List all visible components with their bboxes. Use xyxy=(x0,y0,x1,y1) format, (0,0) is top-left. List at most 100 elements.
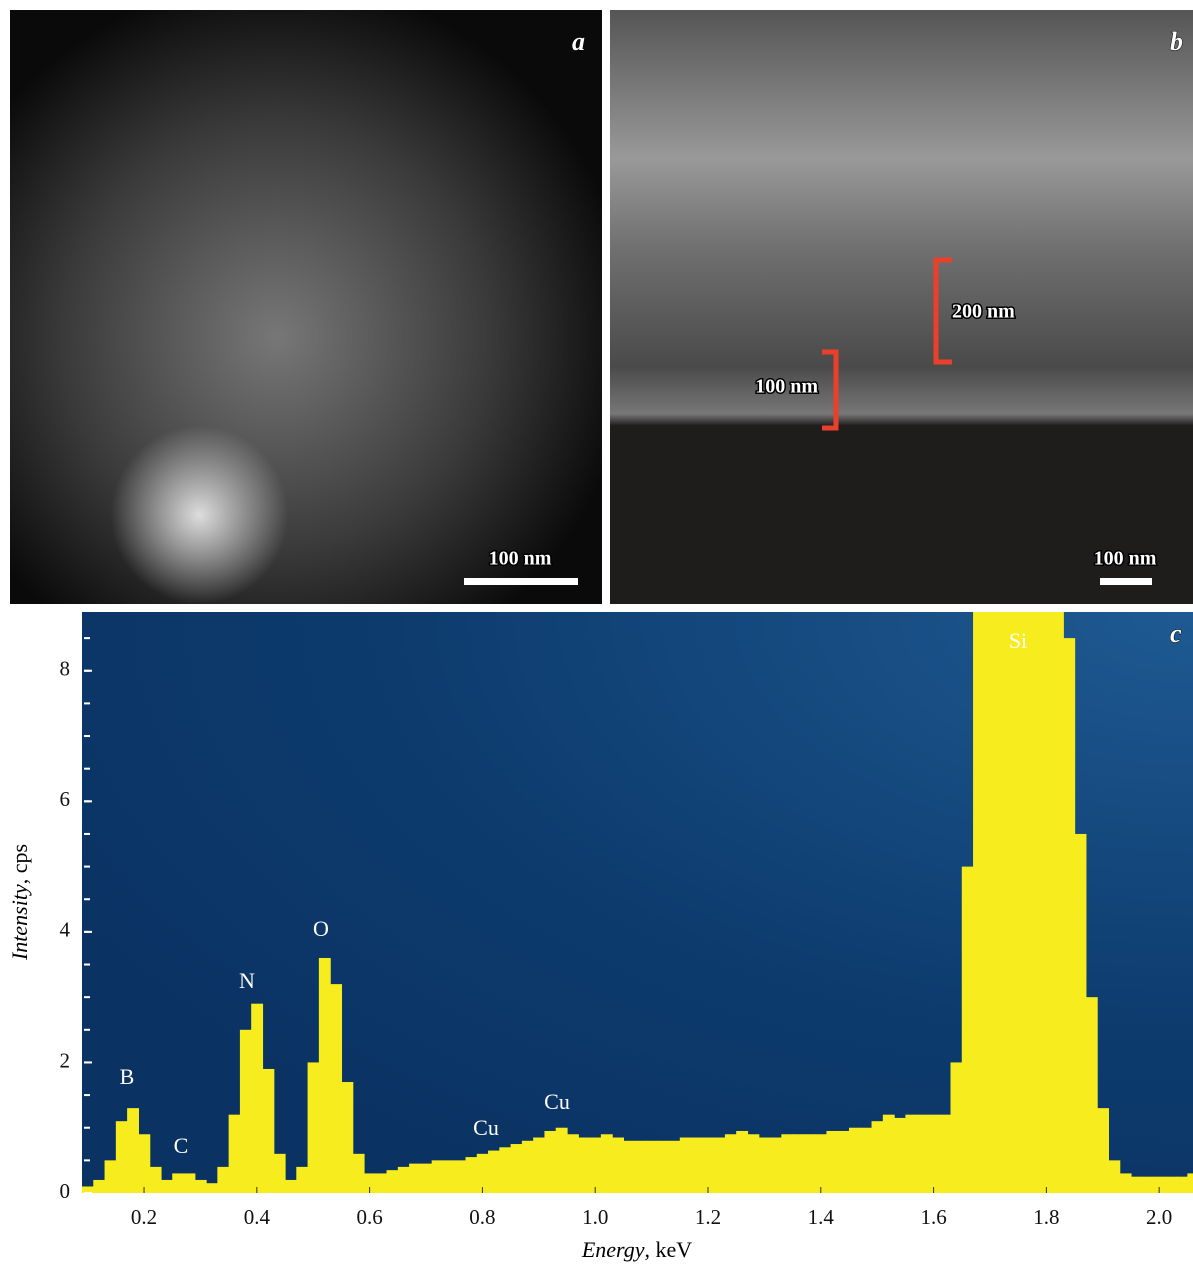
figure-svg: a 100 nm b 200 nm 100 nm 100 nm c Energy… xyxy=(0,0,1193,1265)
bin xyxy=(556,1128,568,1193)
x-tick-label: 1.0 xyxy=(582,1205,608,1229)
bin xyxy=(736,1131,748,1193)
scale-bar-label: 100 nm xyxy=(1094,548,1157,570)
y-tick-label: 4 xyxy=(60,918,71,942)
bin xyxy=(1097,1108,1109,1193)
y-axis-label: Intensity, cps xyxy=(7,844,32,961)
bin xyxy=(522,1141,534,1193)
bin xyxy=(680,1138,692,1193)
y-tick-label: 8 xyxy=(60,657,71,681)
bin xyxy=(1108,1160,1120,1193)
bin xyxy=(262,1069,274,1193)
bin xyxy=(150,1167,162,1193)
bin xyxy=(533,1138,545,1193)
bin xyxy=(217,1167,229,1193)
bin xyxy=(702,1138,714,1193)
bin xyxy=(635,1141,647,1193)
x-label-name: Energy xyxy=(581,1237,645,1262)
bin xyxy=(443,1160,455,1193)
x-tick-label: 1.6 xyxy=(920,1205,946,1229)
bin xyxy=(781,1134,793,1193)
bin xyxy=(251,1004,263,1193)
bin xyxy=(105,1160,117,1193)
bin xyxy=(815,1134,827,1193)
bin xyxy=(578,1138,590,1193)
x-tick-label: 2.0 xyxy=(1146,1205,1172,1229)
scale-bar-label: 100 nm xyxy=(489,548,552,570)
x-tick-label: 0.8 xyxy=(469,1205,495,1229)
bin xyxy=(883,1115,895,1193)
bin xyxy=(330,984,342,1193)
bin xyxy=(353,1154,365,1193)
x-tick-label: 0.4 xyxy=(244,1205,271,1229)
x-tick-label: 0.2 xyxy=(131,1205,157,1229)
bin xyxy=(1120,1173,1132,1193)
bin xyxy=(319,958,331,1193)
bin xyxy=(950,1062,962,1193)
bin xyxy=(849,1128,861,1193)
bin xyxy=(962,867,974,1193)
x-axis-label: Energy, keV xyxy=(581,1237,692,1262)
bin xyxy=(928,1115,940,1193)
bin xyxy=(601,1134,613,1193)
bin xyxy=(1187,1173,1193,1193)
y-label-name: Intensity xyxy=(7,884,32,961)
panel-label: b xyxy=(1170,27,1183,56)
x-tick-label: 1.8 xyxy=(1033,1205,1059,1229)
peak-label: Cu xyxy=(473,1115,499,1140)
x-tick-label: 1.4 xyxy=(808,1205,835,1229)
x-tick-label: 0.6 xyxy=(356,1205,382,1229)
bin xyxy=(804,1134,816,1193)
peak-label: O xyxy=(313,916,329,941)
bin xyxy=(872,1121,884,1193)
x-tick-label: 1.2 xyxy=(695,1205,721,1229)
peak-label: N xyxy=(239,968,255,993)
peak-label: B xyxy=(120,1064,135,1089)
x-label-unit: , keV xyxy=(645,1237,693,1262)
bin xyxy=(544,1131,556,1193)
panel-label: c xyxy=(1170,619,1182,648)
bin xyxy=(1075,834,1087,1193)
bin xyxy=(669,1141,681,1193)
bin xyxy=(127,1108,139,1193)
bin xyxy=(398,1167,410,1193)
bin xyxy=(229,1115,241,1193)
bin xyxy=(1165,1177,1177,1193)
bin xyxy=(770,1138,782,1193)
bin xyxy=(511,1144,523,1193)
bin xyxy=(747,1134,759,1193)
bin xyxy=(1131,1177,1143,1193)
bin xyxy=(759,1138,771,1193)
bin xyxy=(138,1134,150,1193)
bin xyxy=(1176,1177,1188,1193)
bin xyxy=(184,1173,196,1193)
y-label-unit: , cps xyxy=(7,844,32,884)
bin xyxy=(296,1167,308,1193)
bin xyxy=(206,1183,218,1193)
bin xyxy=(725,1134,737,1193)
bin xyxy=(93,1180,105,1193)
bin xyxy=(420,1164,432,1193)
bin xyxy=(454,1160,466,1193)
bin xyxy=(116,1121,128,1193)
bin xyxy=(567,1134,579,1193)
bin xyxy=(285,1180,297,1193)
bin xyxy=(499,1147,511,1193)
bin xyxy=(917,1115,929,1193)
micrograph-b xyxy=(610,10,1193,604)
bin xyxy=(375,1173,387,1193)
bin xyxy=(465,1157,477,1193)
peak-label: Cu xyxy=(544,1089,570,1114)
bin xyxy=(894,1118,906,1193)
bin xyxy=(646,1141,658,1193)
bin xyxy=(590,1138,602,1193)
bin xyxy=(161,1180,173,1193)
bin xyxy=(714,1138,726,1193)
panel-label: a xyxy=(572,27,585,56)
bin xyxy=(826,1131,838,1193)
y-tick-label: 2 xyxy=(60,1048,71,1072)
bin xyxy=(240,1030,252,1193)
peak-label: C xyxy=(174,1133,189,1158)
bin xyxy=(939,1115,951,1193)
bin xyxy=(488,1151,500,1193)
